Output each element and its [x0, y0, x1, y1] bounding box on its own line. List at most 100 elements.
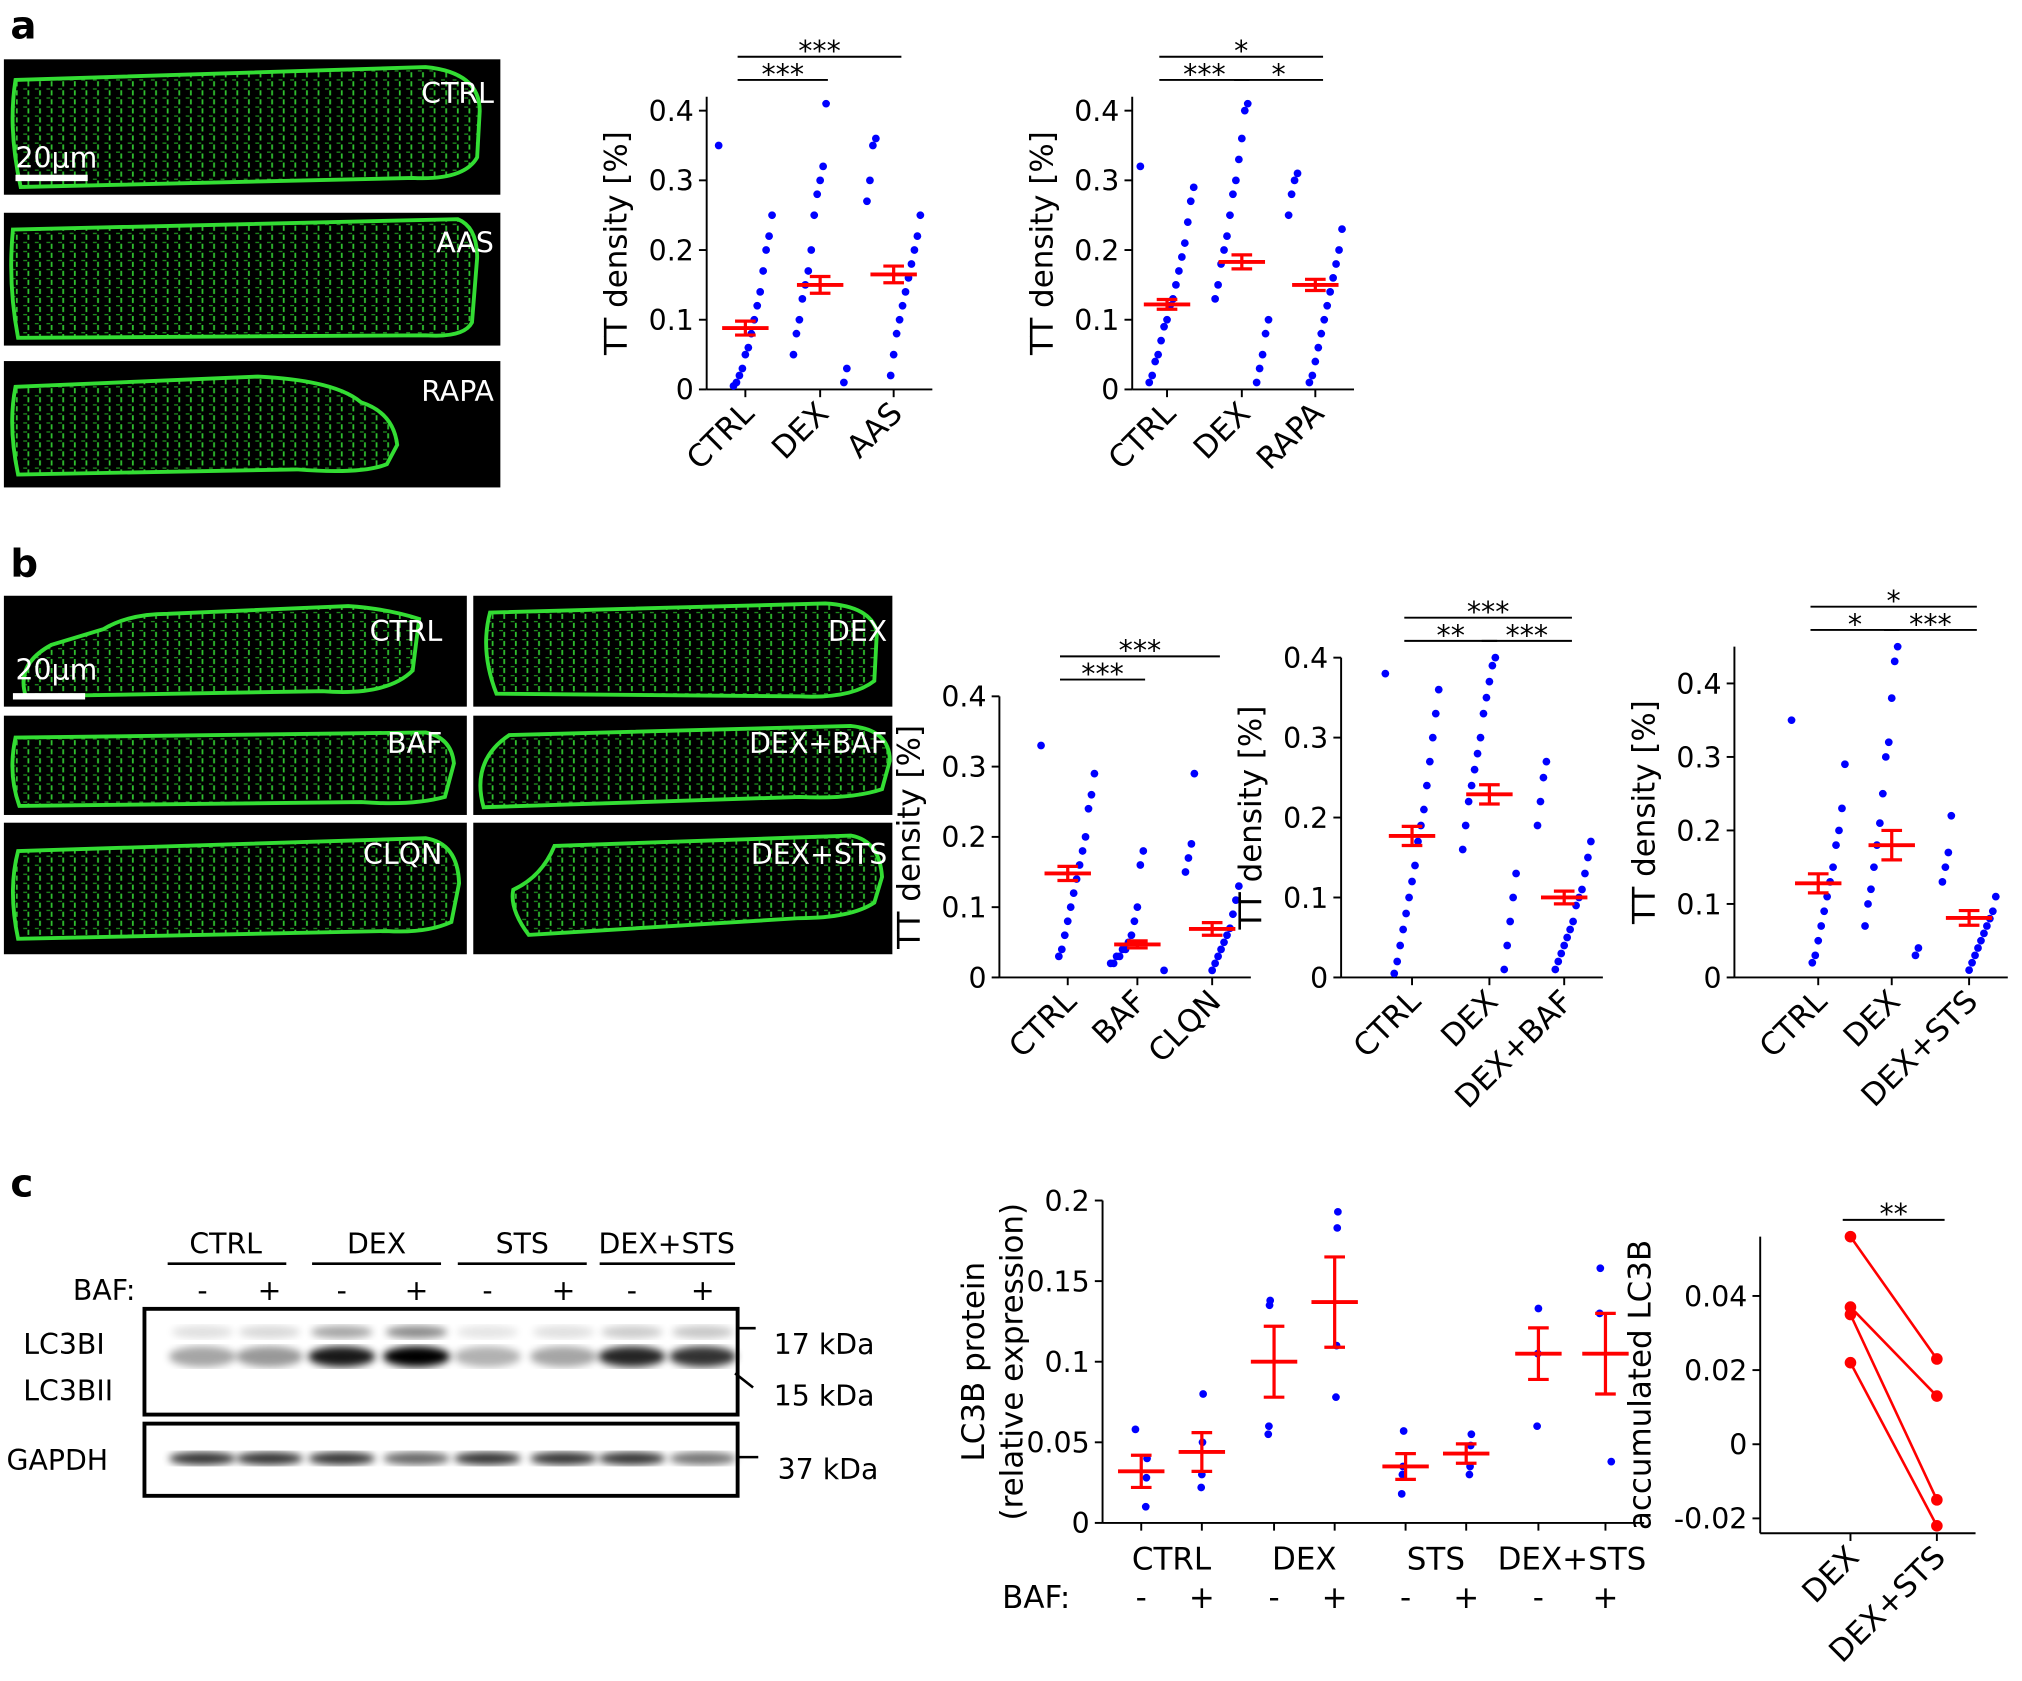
data-point — [1829, 863, 1837, 872]
scale-bar-label: 20μm — [16, 142, 98, 175]
data-point — [792, 329, 801, 338]
pair-line — [1849, 1362, 1939, 1527]
data-point — [1214, 952, 1222, 961]
western-blot — [142, 1262, 759, 1498]
y-tick-label: 0.2 — [1045, 1185, 1090, 1218]
data-point — [1811, 951, 1820, 960]
y-tick-label: 0 — [1729, 1429, 1747, 1462]
significance-label: * — [1887, 585, 1901, 618]
significance-label: *** — [798, 35, 841, 68]
y-tick-label: 0.05 — [1027, 1427, 1090, 1460]
data-point — [1069, 889, 1078, 897]
data-point — [810, 211, 819, 220]
data-point — [1587, 837, 1595, 846]
data-point — [1974, 944, 1982, 952]
data-point — [1217, 945, 1225, 954]
x-sub-label: - — [1400, 1580, 1411, 1616]
data-point — [1461, 821, 1470, 830]
data-point — [1988, 907, 1997, 916]
y-tick-label: 0 — [676, 374, 694, 407]
significance-label: * — [1848, 608, 1862, 641]
data-point — [1141, 1502, 1150, 1511]
data-point — [756, 287, 765, 296]
data-point — [1914, 944, 1923, 952]
data-point — [1844, 1230, 1857, 1243]
data-point — [1584, 853, 1592, 862]
data-point — [1931, 1494, 1943, 1506]
data-point — [762, 246, 770, 254]
data-point — [1190, 769, 1199, 778]
y-axis-label: LC3B protein — [956, 1262, 992, 1462]
data-point — [1944, 848, 1953, 857]
significance-label: *** — [1506, 619, 1549, 652]
data-point — [1554, 957, 1563, 966]
data-point — [759, 267, 768, 275]
data-point — [1177, 253, 1186, 261]
data-point — [1500, 965, 1509, 974]
panel-label: c — [10, 1162, 33, 1207]
data-point — [1488, 661, 1497, 670]
data-point — [1163, 315, 1171, 324]
data-point — [1864, 900, 1872, 908]
y-axis-label: TT density [%] — [891, 725, 927, 950]
data-point — [1405, 893, 1413, 902]
data-point — [1506, 917, 1515, 926]
pair-line — [1849, 1313, 1939, 1501]
data-point — [1931, 1390, 1943, 1402]
blot-band — [532, 1325, 595, 1339]
data-point — [1258, 350, 1267, 359]
data-point — [1938, 878, 1947, 886]
panel-label: a — [10, 4, 36, 49]
y-tick-label: 0.02 — [1684, 1354, 1747, 1387]
significance-label: *** — [1119, 634, 1162, 667]
y-tick-label: 0.3 — [941, 751, 986, 784]
y-tick-label: 0 — [1310, 962, 1328, 995]
lane-group: STS — [496, 1227, 549, 1260]
data-point — [916, 211, 925, 220]
data-point — [1037, 741, 1045, 750]
data-point — [1237, 134, 1246, 143]
data-point — [1422, 781, 1431, 790]
data-point — [1397, 1490, 1406, 1498]
data-point — [1434, 685, 1443, 694]
y-tick-label: 0.3 — [1074, 165, 1119, 198]
data-point — [1381, 669, 1390, 678]
data-point — [1284, 211, 1293, 220]
y-tick-label: 0.2 — [1283, 802, 1328, 835]
data-point — [907, 260, 916, 268]
y-tick-label: 0.1 — [1676, 888, 1721, 921]
data-point — [813, 190, 822, 199]
data-point — [1485, 677, 1494, 686]
data-point — [1980, 929, 1988, 938]
data-point — [895, 315, 904, 324]
data-point — [1183, 218, 1192, 227]
x-tick-label: DEX — [765, 395, 836, 466]
data-point — [1157, 336, 1165, 345]
data-point — [1333, 1224, 1342, 1232]
x-tick-label: DEX+STS — [1498, 1541, 1647, 1577]
data-point — [1878, 789, 1887, 798]
x-tick-label: DEX — [1837, 983, 1908, 1054]
blot-band — [383, 1346, 451, 1367]
data-point — [1893, 642, 1902, 651]
chart: 00.10.20.30.4TT density [%]CTRL DEXDEX+ST… — [1626, 585, 2008, 1114]
chart: 0 0.1 0.2 0.3 0.4 TT density [%] CTRL DEX AAS ***… — [599, 35, 933, 477]
y-tick-label: 0.4 — [1074, 95, 1119, 128]
data-point — [1332, 1393, 1340, 1402]
data-point — [735, 371, 744, 380]
data-point — [741, 350, 750, 359]
data-point — [1832, 841, 1840, 850]
data-point — [1087, 790, 1096, 799]
y-tick-label: 0.4 — [1676, 668, 1721, 701]
y-tick-label: 0.1 — [941, 891, 986, 924]
blot-band — [308, 1451, 376, 1465]
x-sub-label: + — [1189, 1580, 1215, 1616]
data-point — [1509, 893, 1518, 902]
data-point — [1136, 861, 1145, 869]
y-tick-label: 0.2 — [1074, 234, 1119, 267]
x-tick-label: CTRL — [1132, 1541, 1212, 1577]
data-point — [1876, 819, 1884, 827]
micrograph-label: CLQN — [363, 838, 442, 871]
data-point — [1261, 329, 1270, 338]
data-point — [1223, 931, 1231, 940]
